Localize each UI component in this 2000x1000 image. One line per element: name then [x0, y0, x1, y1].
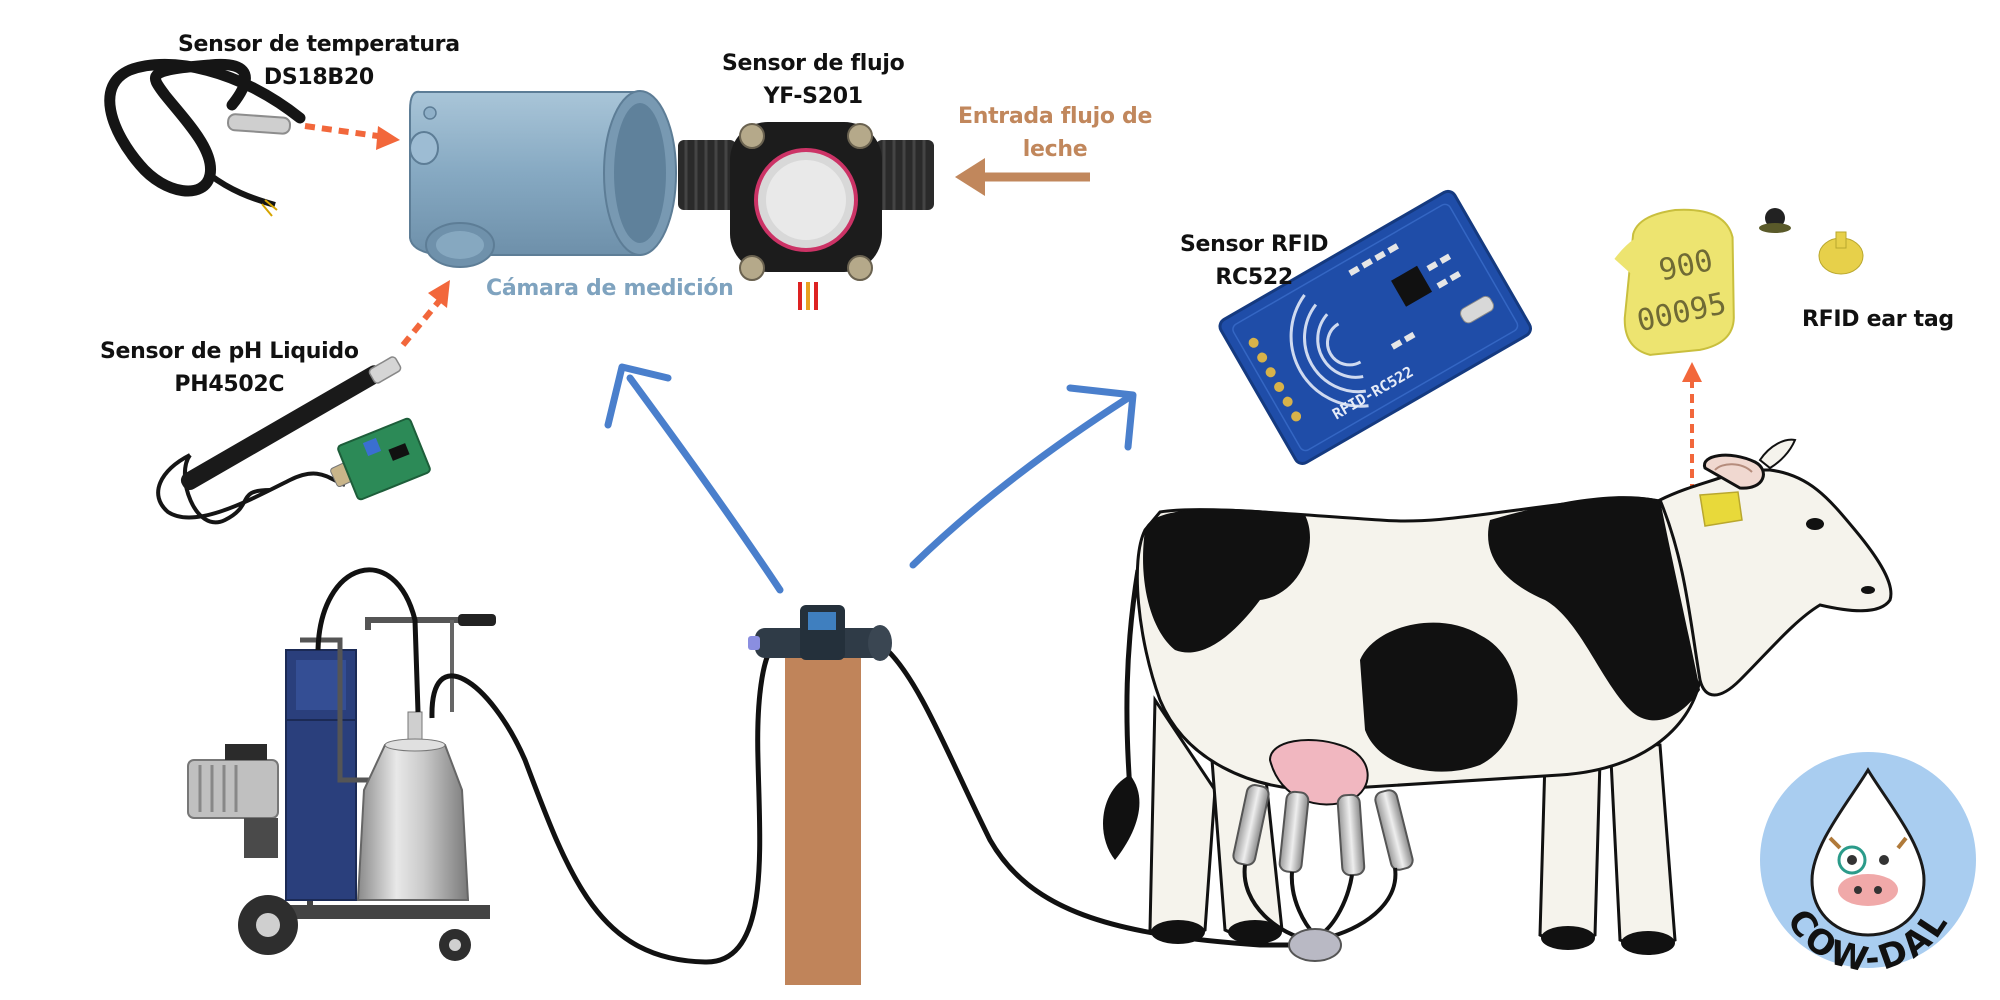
flow-sensor-image — [678, 122, 934, 310]
label-rfid-ear-tag: RFID ear tag — [1802, 307, 1954, 332]
temperature-to-chamber-arrow — [304, 123, 400, 150]
label-flow-sensor-line1: Sensor de flujo — [722, 51, 905, 76]
cow-dal-logo: COW-DAL — [1760, 752, 1976, 981]
rfid-reader-image: RFID-RC522 — [1218, 189, 1532, 465]
label-temperature-sensor-line2: DS18B20 — [263, 65, 374, 90]
rfid-ear-tag-image: 900 00095 — [1614, 208, 1864, 356]
ph-to-chamber-arrow — [400, 280, 450, 347]
label-rfid-sensor-line1: Sensor RFID — [1180, 232, 1329, 257]
label-ph-sensor: Sensor de pH Liquido PH4502C — [100, 335, 359, 401]
label-milk-inlet: Entrada flujo de leche — [958, 100, 1152, 166]
label-measurement-chamber: Cámara de medición — [486, 276, 734, 301]
label-milk-inlet-line2: leche — [1022, 137, 1088, 162]
ph-sensor-image — [156, 356, 431, 525]
flow-arrow-to-rfid — [909, 384, 1137, 569]
label-temperature-sensor-line1: Sensor de temperatura — [178, 32, 460, 57]
label-ph-sensor-line1: Sensor de pH Liquido — [100, 339, 359, 364]
milk-meter-device — [748, 605, 892, 661]
temperature-sensor-image — [104, 58, 306, 217]
wooden-post — [785, 655, 861, 985]
milk-inlet-arrow — [955, 158, 1090, 196]
label-rfid-sensor: Sensor RFID RC522 — [1180, 228, 1329, 294]
label-rfid-sensor-line2: RC522 — [1215, 265, 1293, 290]
milk-hose-machine — [429, 642, 777, 965]
label-flow-sensor: Sensor de flujo YF-S201 — [722, 47, 905, 113]
label-ph-sensor-line2: PH4502C — [174, 372, 285, 397]
label-flow-sensor-line2: YF-S201 — [763, 84, 863, 109]
milking-cluster-image — [1232, 784, 1414, 962]
label-temperature-sensor: Sensor de temperatura DS18B20 — [178, 28, 460, 94]
flow-arrow-to-chamber — [604, 363, 784, 594]
milking-machine-image — [187, 567, 496, 961]
label-milk-inlet-line1: Entrada flujo de — [958, 104, 1153, 129]
measurement-chamber-image — [409, 90, 677, 268]
